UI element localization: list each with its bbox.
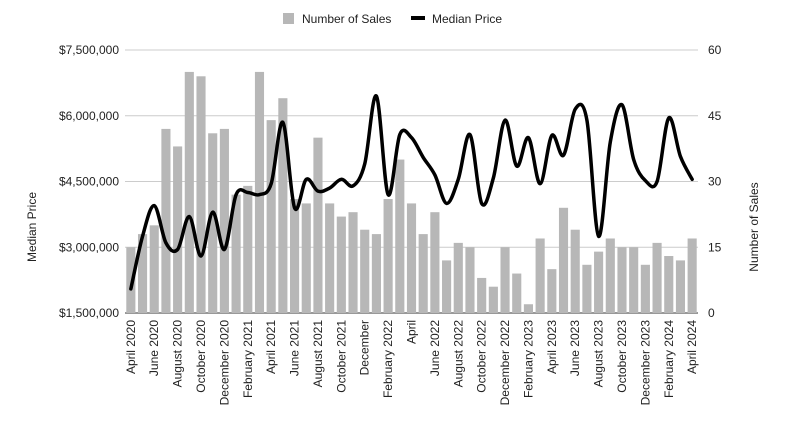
x-tick-label: December 2023 <box>638 320 652 406</box>
bar <box>126 247 136 313</box>
x-tick-label: April 2020 <box>124 320 138 374</box>
bar <box>219 128 229 313</box>
x-tick-label: December 2020 <box>217 320 231 406</box>
x-tick-label: February 2024 <box>662 320 676 398</box>
bar <box>231 194 241 313</box>
bar-series-number-of-sales <box>126 71 697 314</box>
bar <box>558 207 569 313</box>
bar <box>512 273 522 313</box>
bar <box>266 120 276 313</box>
right-tick-label: 15 <box>708 240 722 254</box>
x-tick-label: April 2021 <box>264 320 278 374</box>
bar <box>442 260 452 313</box>
x-tick-label: June 2023 <box>568 320 582 376</box>
x-tick-label: June 2021 <box>288 320 302 376</box>
bar <box>488 286 498 313</box>
x-tick-label: August 2021 <box>311 320 325 388</box>
right-tick-label: 30 <box>708 175 722 189</box>
bar <box>336 216 346 313</box>
bar <box>570 229 580 313</box>
bar <box>500 247 510 313</box>
x-tick-label: October 2022 <box>475 320 489 393</box>
x-tick-label: June 2020 <box>147 320 161 376</box>
bar <box>254 71 265 314</box>
bar <box>149 225 159 313</box>
left-tick-label: $6,000,000 <box>59 109 119 123</box>
bar <box>617 247 627 313</box>
bar <box>652 242 662 313</box>
legend-label-median-price: Median Price <box>432 12 502 26</box>
x-tick-label: February 2022 <box>381 320 395 398</box>
bar <box>547 269 557 313</box>
x-tick-label: August 2022 <box>451 320 465 388</box>
x-tick-label: October 2021 <box>334 320 348 393</box>
bar <box>360 229 370 313</box>
bar <box>687 238 697 313</box>
x-tick-label: February 2021 <box>241 320 255 398</box>
left-tick-label: $1,500,000 <box>59 306 119 320</box>
legend-swatch-number-of-sales <box>283 13 294 24</box>
bar <box>208 133 218 313</box>
x-tick-label: December 2022 <box>498 320 512 406</box>
bar <box>395 159 405 313</box>
bar <box>605 238 615 313</box>
left-tick-label: $3,000,000 <box>59 240 119 254</box>
legend-swatch-median-price <box>411 16 425 20</box>
legend-label-number-of-sales: Number of Sales <box>302 12 391 26</box>
left-axis-ticks: $1,500,000 $3,000,000 $4,500,000 $6,000,000… <box>59 43 119 320</box>
right-tick-label: 45 <box>708 109 722 123</box>
x-tick-label: April <box>405 320 419 344</box>
bar <box>406 203 417 313</box>
bar <box>173 146 183 313</box>
bar <box>371 234 381 313</box>
bar <box>137 234 148 313</box>
bar <box>418 234 428 313</box>
x-tick-label: August 2023 <box>592 320 606 388</box>
bar <box>325 203 335 313</box>
bar <box>594 251 604 313</box>
bar <box>383 199 393 313</box>
bar <box>675 260 686 313</box>
left-tick-label: $4,500,000 <box>59 175 119 189</box>
left-axis-title: Median Price <box>25 192 39 262</box>
x-tick-label: December <box>358 320 372 375</box>
bar <box>453 242 463 313</box>
legend: Number of Sales Median Price <box>283 12 502 26</box>
bar <box>290 199 300 313</box>
bar <box>465 247 475 313</box>
x-tick-label: October 2020 <box>194 320 208 393</box>
bar <box>523 304 533 313</box>
bar <box>430 212 440 313</box>
bar <box>629 247 639 313</box>
bar <box>278 98 288 313</box>
right-axis-ticks: 0 15 30 45 60 <box>708 43 722 320</box>
bar <box>196 76 206 313</box>
bar <box>301 203 311 313</box>
bar <box>348 212 358 313</box>
bar <box>582 264 592 313</box>
x-tick-label: April 2023 <box>545 320 559 374</box>
bar <box>184 71 194 314</box>
bar <box>477 277 487 313</box>
x-tick-label: June 2022 <box>428 320 442 376</box>
bar <box>640 264 650 313</box>
x-tick-label: August 2020 <box>171 320 185 388</box>
x-tick-label: October 2023 <box>615 320 629 393</box>
left-tick-label: $7,500,000 <box>59 43 119 57</box>
bar <box>243 185 253 313</box>
x-tick-label: April 2024 <box>685 320 699 374</box>
line-series-median-price <box>129 94 694 291</box>
x-tick-label: February 2023 <box>521 320 535 398</box>
bar <box>161 128 171 313</box>
x-axis-ticks: April 2020 June 2020 August 2020 October 20… <box>124 320 699 406</box>
right-tick-label: 60 <box>708 43 722 57</box>
right-axis-title: Number of Sales <box>747 182 761 271</box>
right-tick-label: 0 <box>708 306 715 320</box>
bar <box>535 238 545 313</box>
bar <box>313 137 323 313</box>
median-price-line <box>129 94 694 291</box>
bar <box>664 256 674 313</box>
